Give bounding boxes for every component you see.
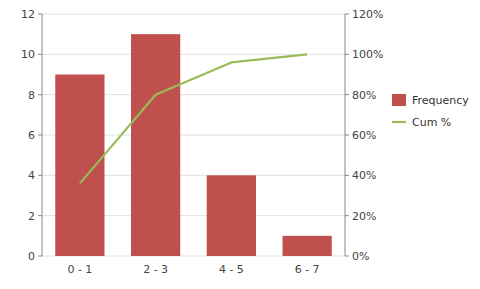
tick-mark [345, 175, 349, 176]
tick-mark [38, 54, 42, 55]
tick-mark [38, 14, 42, 15]
tick-label: 0% [352, 250, 369, 263]
tick-mark [38, 175, 42, 176]
axis-line [42, 14, 43, 256]
axis-line [345, 14, 346, 256]
tick-label: 2 - 3 [143, 263, 168, 276]
legend-swatch [392, 121, 406, 123]
tick-mark [38, 94, 42, 95]
legend-swatch [392, 94, 406, 106]
tick-mark [345, 215, 349, 216]
tick-label: 20% [352, 210, 376, 223]
tick-mark [345, 14, 349, 15]
tick-mark [345, 94, 349, 95]
tick-label: 4 - 5 [219, 263, 244, 276]
tick-label: 2 [28, 210, 35, 223]
tick-label: 12 [21, 8, 35, 21]
tick-mark [38, 215, 42, 216]
tick-mark [38, 256, 42, 257]
tick-label: 0 - 1 [67, 263, 92, 276]
tick-mark [38, 135, 42, 136]
tick-label: 4 [28, 169, 35, 182]
tick-label: 6 [28, 129, 35, 142]
tick-label: 6 - 7 [295, 263, 320, 276]
legend-label: Frequency [412, 94, 469, 107]
tick-label: 120% [352, 8, 383, 21]
tick-mark [345, 256, 349, 257]
tick-label: 100% [352, 48, 383, 61]
tick-label: 40% [352, 169, 376, 182]
tick-mark [345, 135, 349, 136]
grid-line [42, 14, 345, 15]
tick-mark [345, 54, 349, 55]
axes: 0246810120%20%40%60%80%100%120%0 - 12 - … [21, 8, 383, 276]
tick-label: 60% [352, 129, 376, 142]
bar [55, 75, 104, 257]
chart: 0246810120%20%40%60%80%100%120%0 - 12 - … [0, 0, 480, 289]
bar [207, 175, 256, 256]
tick-label: 0 [28, 250, 35, 263]
tick-label: 80% [352, 89, 376, 102]
tick-label: 10 [21, 48, 35, 61]
tick-label: 8 [28, 89, 35, 102]
legend: Frequency Cum % [392, 94, 469, 129]
legend-label: Cum % [412, 116, 451, 129]
bar [131, 34, 180, 256]
line [80, 54, 307, 183]
bar [283, 236, 332, 256]
marks [55, 34, 331, 256]
